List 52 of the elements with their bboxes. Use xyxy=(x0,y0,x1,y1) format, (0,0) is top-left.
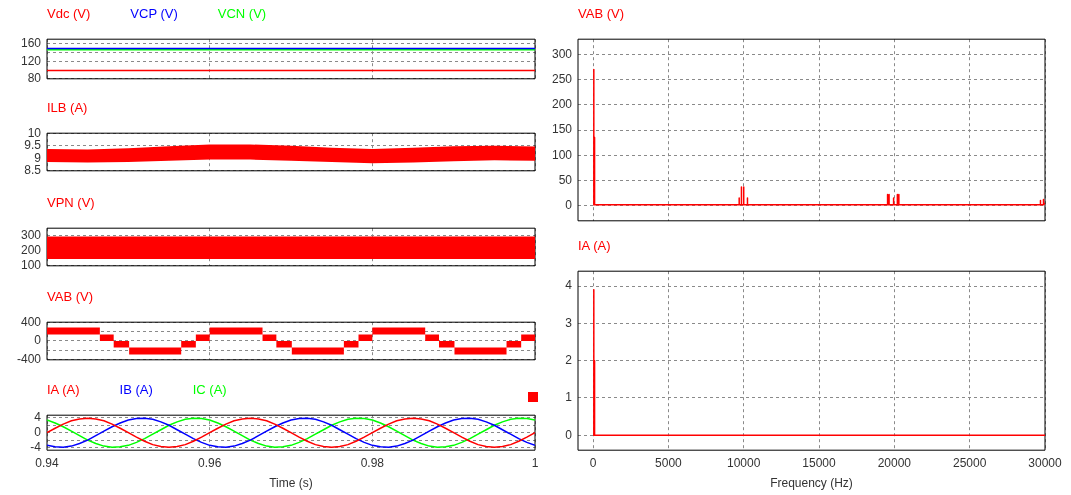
y-tick-label: -400 xyxy=(16,352,42,367)
x-tick-label: 20000 xyxy=(877,455,912,470)
y-tick-label: 400 xyxy=(20,314,42,329)
y-tick-label: 9 xyxy=(34,150,42,165)
y-tick-label: 2 xyxy=(565,353,573,368)
y-tick-label: 250 xyxy=(551,71,573,86)
text: Vdc (V) xyxy=(47,6,91,21)
y-tick-label: 0 xyxy=(34,425,42,440)
legend-label: VAB (V) xyxy=(47,289,93,304)
y-tick-label: 1 xyxy=(565,390,573,405)
legend-label: ILB (A) xyxy=(47,100,88,115)
x-tick-label: 25000 xyxy=(952,455,987,470)
y-tick-label: 300 xyxy=(551,46,573,61)
y-tick-label: 8.5 xyxy=(24,163,42,178)
series-label: IC (A) xyxy=(192,382,227,397)
y-tick-label: 80 xyxy=(27,71,42,86)
y-tick-label: 300 xyxy=(20,228,42,243)
x-tick-label: 0.94 xyxy=(35,455,59,470)
y-tick-label: 50 xyxy=(558,172,573,187)
y-tick-label: 10 xyxy=(27,125,42,140)
x-tick-label: 0 xyxy=(589,455,597,470)
x-axis-title: Frequency (Hz) xyxy=(770,476,853,491)
y-tick-label: 4 xyxy=(34,410,42,425)
x-tick-label: 15000 xyxy=(802,455,837,470)
y-tick-label: 100 xyxy=(551,147,573,162)
legend-label: VPN (V) xyxy=(47,195,95,210)
y-tick-label: 4 xyxy=(565,278,573,293)
x-tick-label: 0.98 xyxy=(360,455,385,470)
y-tick-label: 0 xyxy=(565,427,573,442)
y-tick-label: 0 xyxy=(34,333,42,348)
y-tick-label: 9.5 xyxy=(24,138,42,153)
text: VAB (V) xyxy=(578,6,624,21)
y-tick-label: 160 xyxy=(20,35,42,50)
text: IA (A) xyxy=(578,238,611,253)
text: VCN (V) xyxy=(217,6,267,21)
y-tick-label: 3 xyxy=(565,315,573,330)
y-tick-label: 200 xyxy=(551,97,573,112)
x-tick-label: 1 xyxy=(531,455,539,470)
y-tick-label: 200 xyxy=(20,243,42,258)
y-tick-label: 120 xyxy=(20,53,42,68)
x-tick-label: 5000 xyxy=(655,455,683,470)
y-tick-label: 100 xyxy=(20,258,42,273)
series-label: IB (A) xyxy=(119,382,153,397)
y-tick-label: 0 xyxy=(565,197,573,212)
x-tick-label: 0.96 xyxy=(197,455,222,470)
text: VCP (V) xyxy=(130,6,178,21)
series-label: IA (A) xyxy=(47,382,80,397)
y-tick-label: -4 xyxy=(30,439,42,454)
x-tick-label: 10000 xyxy=(727,455,761,470)
x-tick-label: 30000 xyxy=(1028,455,1063,470)
x-axis-title: Time (s) xyxy=(269,476,313,491)
y-tick-label: 150 xyxy=(551,122,573,137)
